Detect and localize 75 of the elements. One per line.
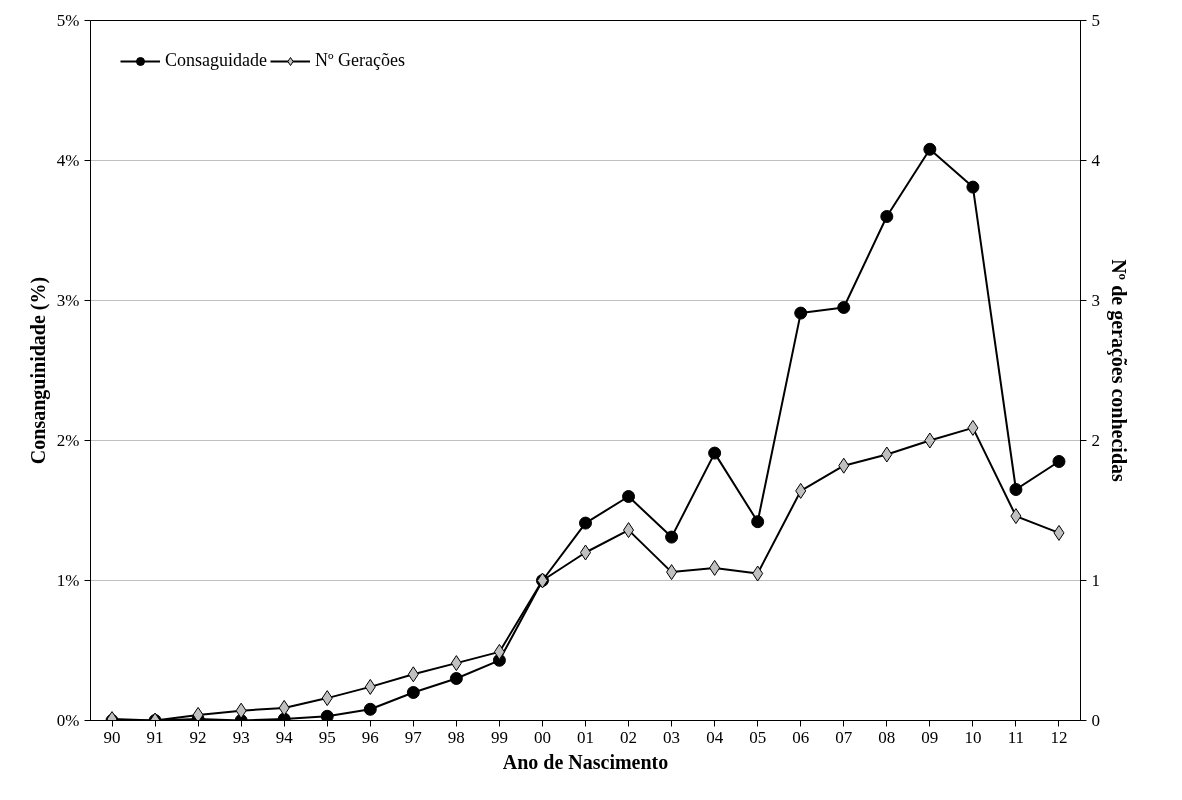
point (966, 180, 980, 194)
legend-label: Nº Gerações (314, 50, 406, 71)
y-tick-label: 3% (56, 291, 80, 310)
point (321, 690, 333, 707)
point (450, 655, 462, 672)
point (192, 706, 204, 721)
x-tick-label: 93 (232, 727, 250, 747)
point (752, 565, 764, 582)
point (837, 301, 851, 314)
x-axis-title: Ano de Nascimento (502, 750, 669, 773)
x-tick-label: 90 (103, 727, 121, 747)
y-tick-label: 4% (56, 151, 80, 170)
x-tick-label: 09 (921, 727, 939, 747)
x-tick-label: 99 (490, 727, 508, 747)
y-tick-label: 5% (56, 11, 80, 30)
y-tick-label: 0% (56, 711, 80, 730)
x-tick-label: 04 (706, 727, 724, 747)
point (364, 678, 376, 695)
x-tick-label: 92 (189, 727, 207, 747)
point (363, 702, 377, 716)
point (751, 515, 765, 529)
y2-tick-label: 4 (1091, 151, 1101, 170)
x-tick-label: 05 (749, 727, 767, 747)
y2-tick-label: 3 (1091, 291, 1100, 310)
y-axis-title: Consanguinidade (%) (26, 276, 50, 465)
point (795, 482, 807, 499)
x-tick-label: 12 (1050, 727, 1068, 747)
point (665, 530, 679, 544)
point (666, 564, 678, 581)
point (1052, 455, 1066, 468)
point (622, 490, 636, 503)
point (709, 559, 721, 576)
point (449, 672, 463, 685)
x-tick-label: 91 (146, 727, 164, 747)
point (1010, 508, 1022, 525)
point (406, 686, 420, 699)
x-tick-label: 96 (361, 727, 379, 747)
point (838, 457, 850, 474)
point (493, 643, 505, 660)
x-tick-label: 98 (447, 727, 465, 747)
x-tick-label: 10 (964, 727, 982, 747)
y-tick-label: 2% (56, 431, 80, 450)
point (967, 419, 979, 436)
x-tick-label: 00 (533, 727, 551, 747)
point (881, 446, 893, 463)
point (924, 432, 936, 449)
x-tick-label: 03 (663, 727, 681, 747)
point (794, 306, 808, 320)
x-tick-label: 11 (1007, 727, 1025, 747)
legend-label: Consaguidade (165, 50, 267, 71)
x-tick-label: 08 (878, 727, 896, 747)
x-tick-label: 01 (577, 727, 594, 747)
y2-axis-title: Nº de gerações conhecidas (1107, 259, 1130, 483)
point (407, 666, 419, 683)
y-tick-label: 1% (56, 571, 80, 590)
point (923, 142, 937, 156)
point (278, 699, 290, 716)
y2-tick-label: 5 (1091, 11, 1100, 30)
y2-tick-label: 1 (1091, 571, 1100, 590)
point (623, 522, 635, 539)
x-tick-label: 07 (835, 727, 853, 747)
x-tick-label: 95 (318, 727, 336, 747)
point (235, 702, 247, 719)
point (1053, 524, 1065, 541)
point (880, 210, 894, 223)
point (579, 516, 592, 530)
y2-tick-label: 0 (1091, 711, 1100, 730)
point (1009, 483, 1023, 496)
x-tick-label: 97 (404, 727, 423, 747)
x-tick-label: 02 (620, 727, 638, 747)
x-tick-label: 06 (792, 727, 810, 747)
point (708, 446, 722, 460)
y2-tick-label: 2 (1091, 431, 1100, 450)
x-tick-label: 94 (275, 727, 294, 747)
point (320, 709, 334, 721)
